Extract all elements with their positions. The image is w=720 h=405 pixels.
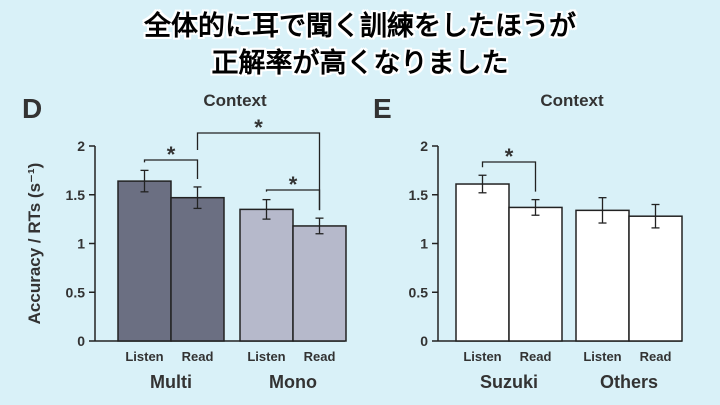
bar — [455, 183, 510, 342]
x-bar-label: Listen — [583, 349, 621, 364]
panel-letter: E — [373, 93, 392, 124]
significance-bracket — [481, 161, 537, 192]
significance-star: * — [254, 115, 263, 140]
x-bar-label: Read — [640, 349, 672, 364]
panel-letter: D — [22, 93, 42, 124]
y-tick-label: 2 — [77, 138, 85, 154]
group-label: Others — [600, 372, 658, 392]
y-tick-label: 1 — [77, 236, 85, 252]
bar — [575, 209, 630, 342]
x-bar-label: Listen — [463, 349, 501, 364]
headline-line-1: 全体的に耳で聞く訓練をしたほうが — [144, 11, 576, 42]
y-tick-label: 0.5 — [409, 284, 429, 300]
y-tick-label: 1 — [420, 236, 428, 252]
y-tick-label: 1.5 — [66, 187, 86, 203]
group-label: Mono — [269, 372, 317, 392]
group-label: Multi — [150, 372, 192, 392]
significance-star: * — [289, 172, 298, 197]
bar — [170, 196, 225, 342]
y-tick-label: 2 — [420, 138, 428, 154]
y-tick-label: 0.5 — [66, 284, 86, 300]
headline-line-2: 正解率が高くなりました — [211, 48, 509, 79]
y-tick-label: 1.5 — [409, 187, 429, 203]
y-axis-label: Accuracy / RTs (s⁻¹) — [25, 163, 44, 325]
panel-title: Context — [203, 91, 267, 110]
bar — [292, 225, 347, 342]
bar — [508, 206, 563, 342]
x-bar-label: Listen — [125, 349, 163, 364]
x-bar-label: Read — [182, 349, 214, 364]
significance-star: * — [505, 144, 514, 169]
bar — [628, 215, 683, 342]
significance-bracket — [143, 159, 199, 179]
bar — [117, 180, 172, 342]
y-tick-label: 0 — [420, 333, 428, 349]
x-bar-label: Read — [520, 349, 552, 364]
significance-star: * — [167, 142, 176, 167]
y-tick-label: 0 — [77, 333, 85, 349]
significance-bracket — [196, 132, 321, 211]
x-bar-label: Read — [304, 349, 336, 364]
x-bar-label: Listen — [247, 349, 285, 364]
panel-title: Context — [540, 91, 604, 110]
bar — [239, 208, 294, 342]
group-label: Suzuki — [480, 372, 538, 392]
